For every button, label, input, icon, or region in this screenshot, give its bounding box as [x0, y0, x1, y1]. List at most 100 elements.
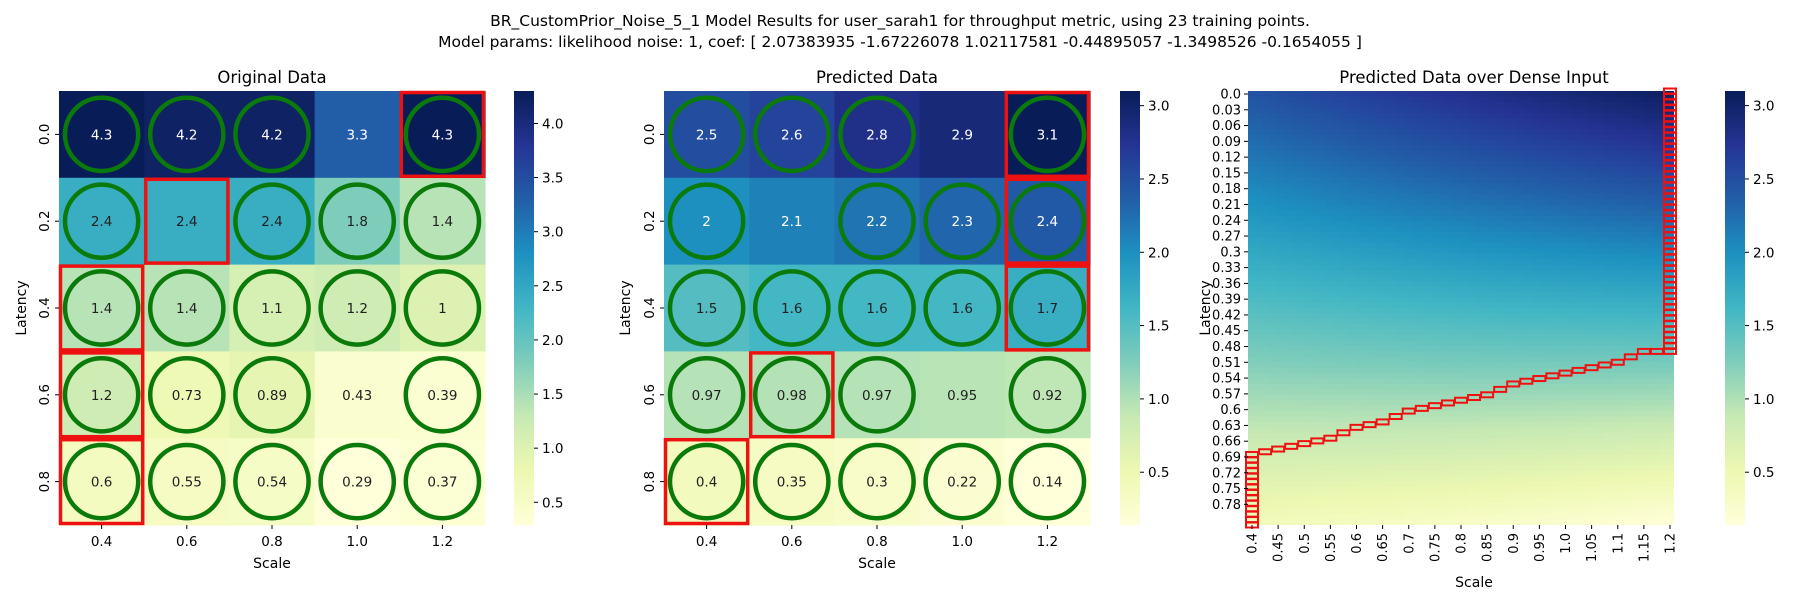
dense-cell [1666, 394, 1674, 401]
dense-cell [1333, 161, 1341, 168]
dense-cell [1375, 308, 1384, 315]
dense-cell [1503, 389, 1512, 396]
dense-cell [1567, 421, 1576, 429]
dense-cell [1411, 96, 1420, 103]
dense-cell [1595, 210, 1604, 217]
dense-cell [1311, 188, 1320, 195]
dense-cell [1652, 443, 1661, 450]
dense-cell [1319, 177, 1327, 184]
dense-cell [1489, 459, 1498, 467]
dense-cell [1283, 253, 1292, 260]
dense-cell [1290, 118, 1299, 125]
dense-cell [1446, 427, 1455, 434]
dense-cell [1368, 134, 1377, 141]
dense-cell [1553, 340, 1562, 347]
dense-cell [1290, 232, 1299, 239]
dense-cell [1546, 492, 1554, 499]
dense-cell [1411, 487, 1420, 494]
dense-cell [1382, 194, 1391, 201]
dense-cell [1432, 215, 1441, 222]
dense-cell [1496, 459, 1505, 467]
dense-cell [1382, 514, 1391, 521]
dense-cell [1489, 324, 1498, 331]
dense-cell [1652, 405, 1661, 412]
dense-cell [1404, 373, 1412, 380]
dense-cell [1319, 362, 1327, 369]
dense-cell [1311, 492, 1320, 499]
dense-cell [1390, 367, 1398, 374]
dense-cell [1361, 432, 1370, 439]
dense-cell [1510, 405, 1519, 412]
dense-cell [1638, 280, 1647, 287]
predicted-cell [919, 264, 1006, 352]
dense-cell [1390, 156, 1398, 163]
dense-cell [1319, 335, 1327, 342]
dense-cell [1319, 421, 1327, 429]
dense-cell [1503, 177, 1512, 184]
dense-cell [1453, 166, 1462, 174]
dense-cell [1595, 194, 1604, 201]
dense-cell [1453, 481, 1462, 488]
dense-cell [1340, 248, 1349, 255]
dense-cell [1624, 400, 1633, 407]
dense-cell [1588, 166, 1597, 174]
dense-cell [1326, 101, 1334, 108]
dense-cell [1560, 416, 1569, 423]
dense-cell [1276, 400, 1285, 407]
dense-cell [1382, 215, 1391, 222]
dense-cell [1255, 389, 1263, 396]
dense-cell [1489, 177, 1498, 184]
dense-cell [1560, 427, 1569, 434]
dense-cell [1347, 215, 1356, 222]
dense-cell [1439, 405, 1448, 412]
dense-cell [1652, 188, 1661, 195]
dense-cell [1461, 329, 1469, 336]
dense-cell [1603, 112, 1611, 119]
dense-cell [1453, 335, 1462, 342]
dense-cell [1468, 183, 1476, 190]
dense-cell [1432, 194, 1441, 201]
dense-cell [1468, 91, 1476, 98]
dense-cell [1439, 280, 1448, 287]
dense-cell [1567, 476, 1576, 483]
dense-cell [1446, 340, 1455, 347]
dense-cell [1439, 443, 1448, 450]
dense-cell [1439, 476, 1448, 483]
dense-cell [1333, 351, 1341, 358]
dense-cell [1574, 335, 1583, 342]
dense-cell [1524, 438, 1533, 445]
dense-cell [1397, 449, 1405, 456]
dense-cell [1304, 237, 1313, 244]
dense-cell [1290, 286, 1299, 293]
dense-cell [1468, 508, 1476, 515]
dense-cell [1453, 210, 1462, 217]
dense-cell [1489, 503, 1498, 510]
dense-cell [1453, 270, 1462, 277]
dense-cell [1645, 443, 1654, 450]
dense-cell [1489, 161, 1498, 168]
dense-cell [1503, 199, 1512, 206]
dense-cell [1631, 177, 1640, 184]
dense-cell [1347, 405, 1356, 412]
dense-cell [1595, 421, 1604, 429]
dense-cell [1248, 378, 1256, 385]
dense-cell [1382, 145, 1391, 152]
dense-cell [1482, 454, 1491, 461]
dense-cell [1610, 405, 1618, 412]
dense-cell [1411, 508, 1420, 515]
dense-cell [1461, 481, 1469, 488]
dense-cell [1297, 204, 1306, 212]
original-cell-label: 1.4 [432, 214, 453, 230]
dense-cell [1326, 156, 1334, 163]
dense-cell [1539, 101, 1547, 108]
dense-cell [1262, 232, 1270, 239]
dense-cell [1453, 107, 1462, 114]
dense-cell [1595, 156, 1604, 163]
dense-cell [1617, 421, 1625, 429]
dense-cell [1539, 183, 1547, 190]
dense-cell [1553, 150, 1562, 157]
dense-cell [1581, 492, 1590, 499]
dense-cell [1475, 118, 1483, 125]
dense-cell [1368, 242, 1377, 250]
dense-cell [1248, 270, 1256, 277]
